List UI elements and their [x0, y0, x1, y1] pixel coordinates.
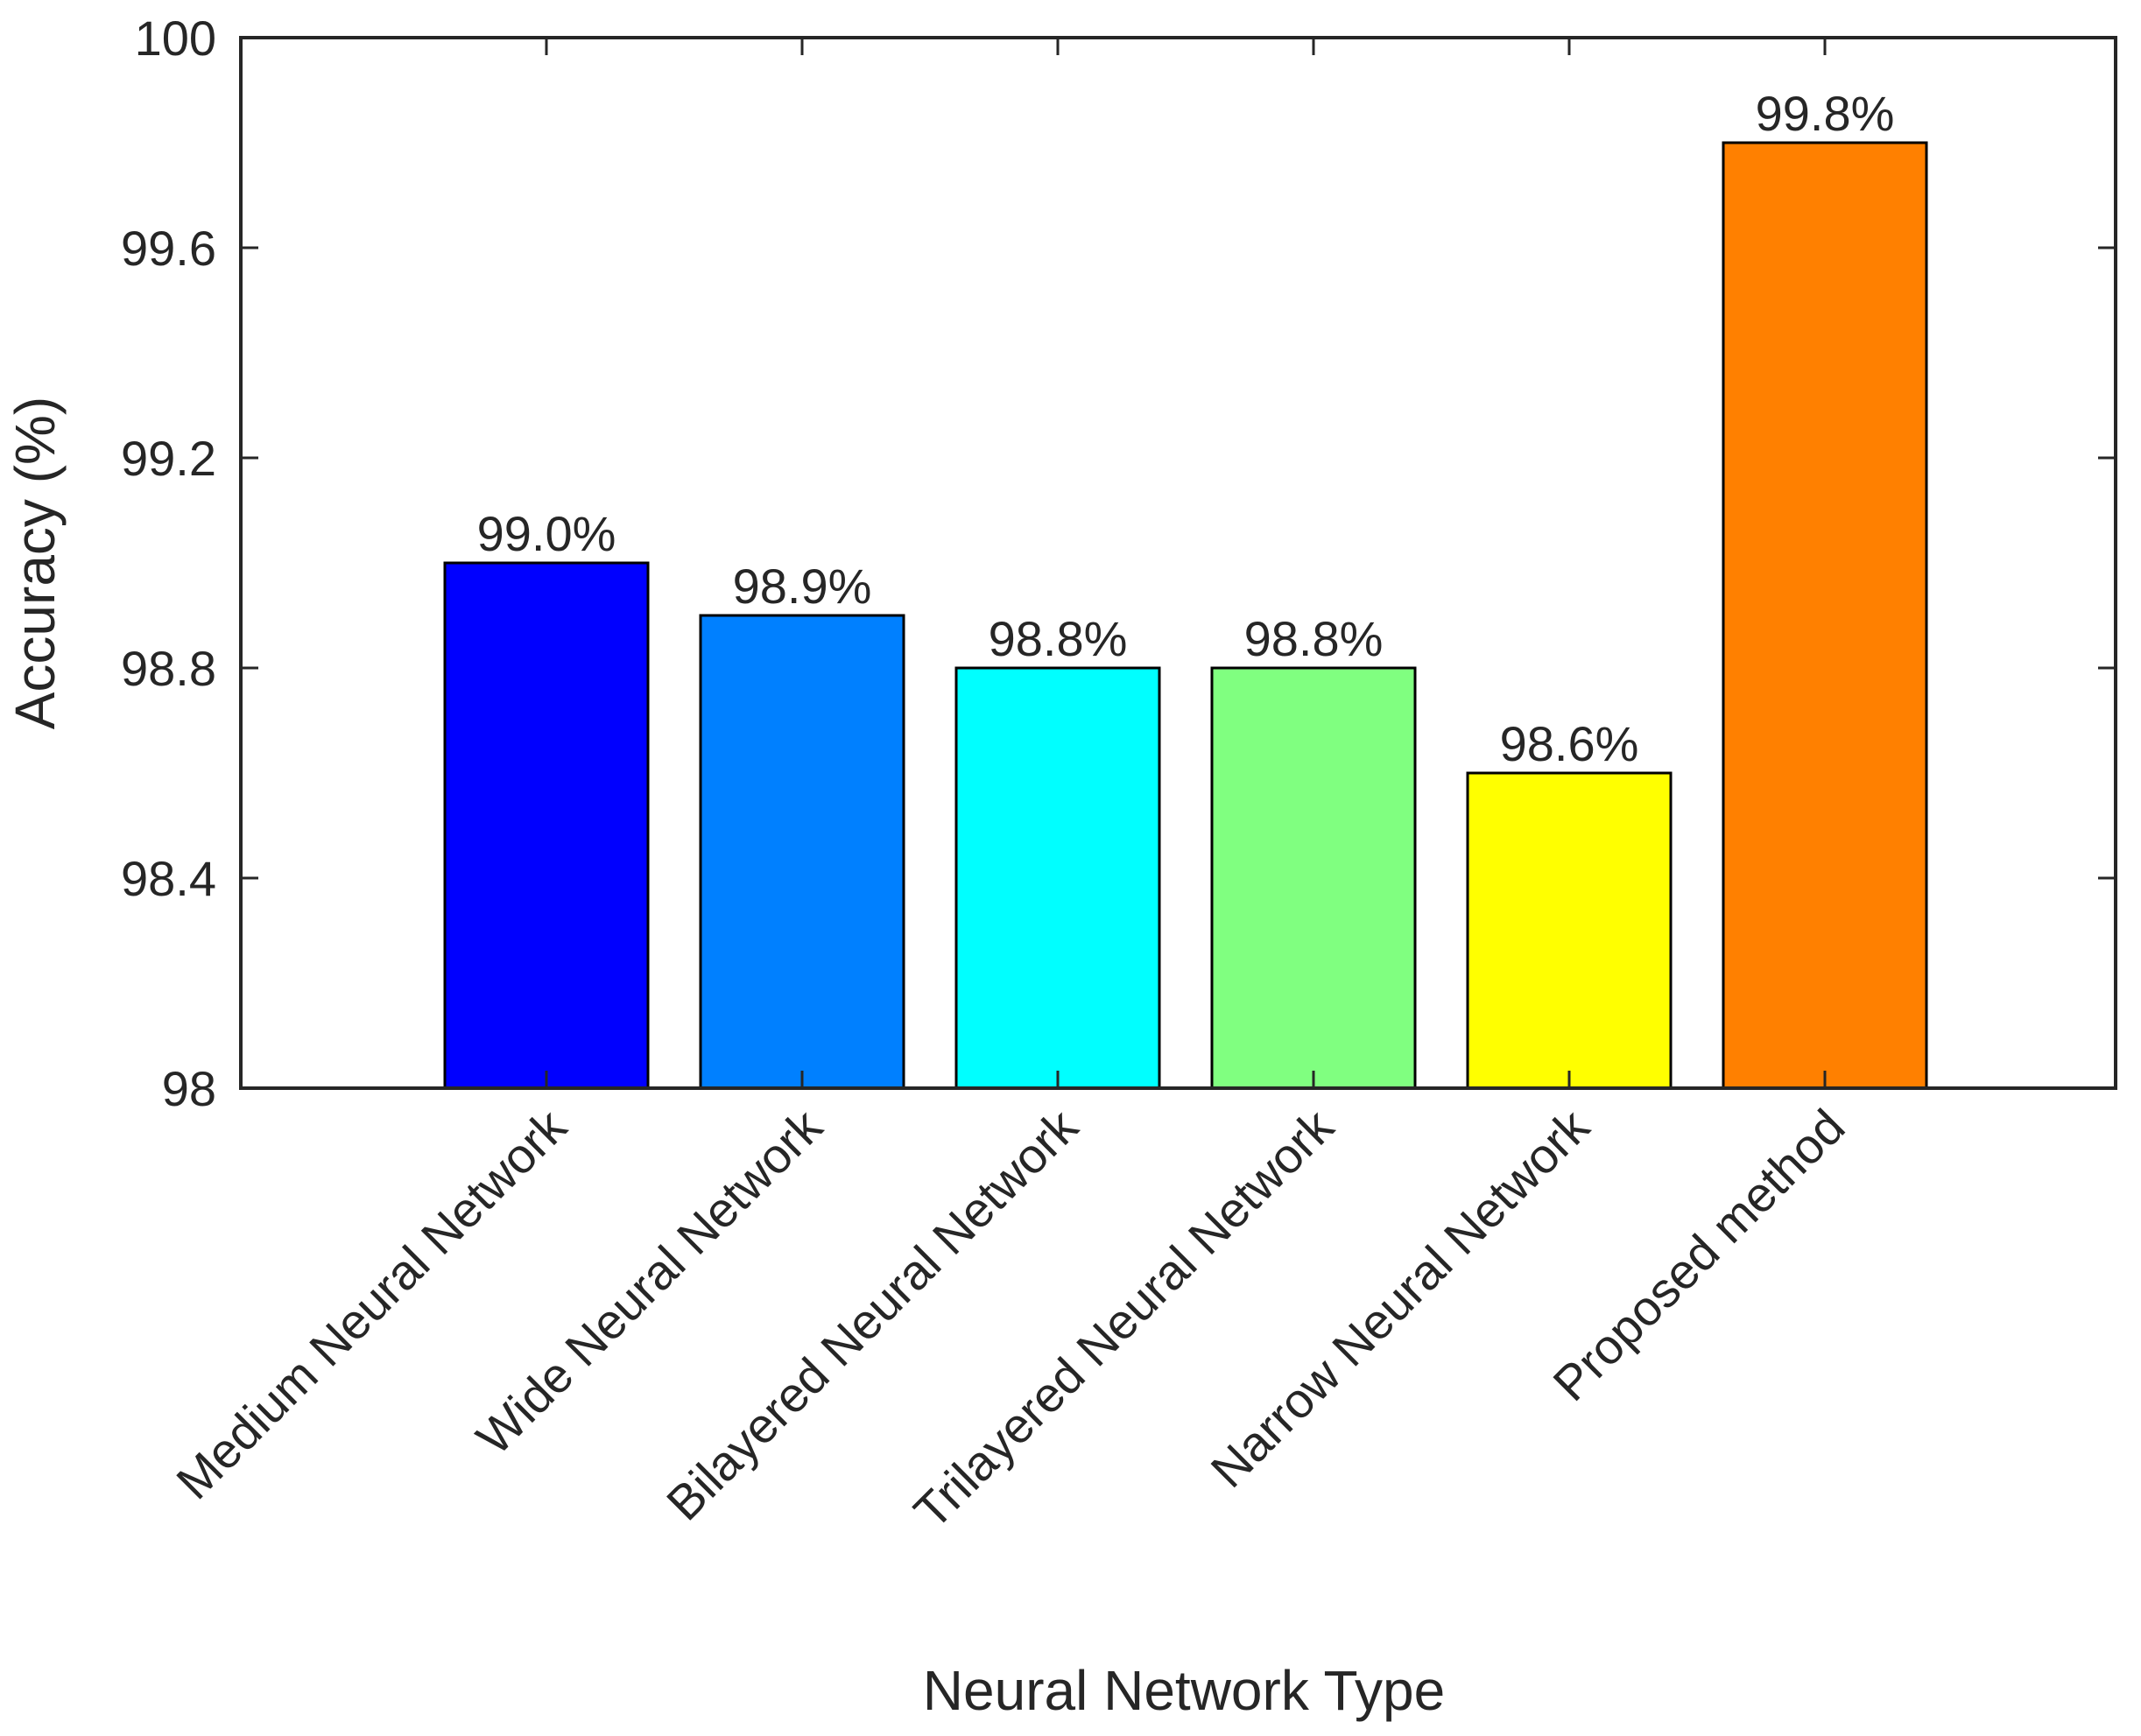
- data-label: 98.6%: [1500, 716, 1639, 771]
- y-tick-label: 98.8: [121, 641, 216, 696]
- data-label: 99.8%: [1756, 86, 1895, 141]
- y-tick-label: 99.2: [121, 431, 216, 486]
- plot-area-frame: [239, 36, 2117, 1090]
- y-tick-label: 100: [135, 11, 216, 66]
- y-tick-label: 98: [162, 1061, 216, 1116]
- x-tick-label: Bilayered Neural Network: [656, 1098, 1088, 1530]
- y-tick-label: 99.6: [121, 221, 216, 276]
- y-axis-title: Accuracy (%): [4, 397, 67, 730]
- x-tick-label: Trilayered Neural Network: [903, 1098, 1344, 1539]
- bar: [443, 561, 650, 1090]
- bar: [1466, 771, 1673, 1090]
- y-tick-label: 98.4: [121, 851, 216, 906]
- data-label: 99.0%: [477, 506, 616, 561]
- bar: [699, 614, 905, 1090]
- bars: [443, 141, 1928, 1090]
- data-label: 98.8%: [989, 611, 1128, 666]
- bar: [1722, 141, 1928, 1090]
- data-label: 98.9%: [733, 559, 872, 614]
- x-axis-title: Neural Network Type: [923, 1659, 1445, 1722]
- bar: [1210, 666, 1417, 1090]
- data-label: 98.8%: [1244, 611, 1384, 666]
- bar: [954, 666, 1161, 1090]
